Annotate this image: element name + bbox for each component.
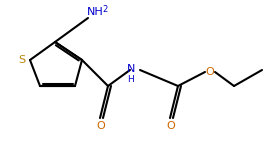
- Text: NH: NH: [87, 7, 104, 17]
- Text: S: S: [18, 55, 26, 65]
- Text: O: O: [97, 121, 105, 131]
- Text: O: O: [167, 121, 175, 131]
- Text: N: N: [127, 64, 135, 74]
- Text: O: O: [206, 67, 214, 77]
- Text: H: H: [128, 75, 134, 84]
- Text: 2: 2: [102, 4, 107, 13]
